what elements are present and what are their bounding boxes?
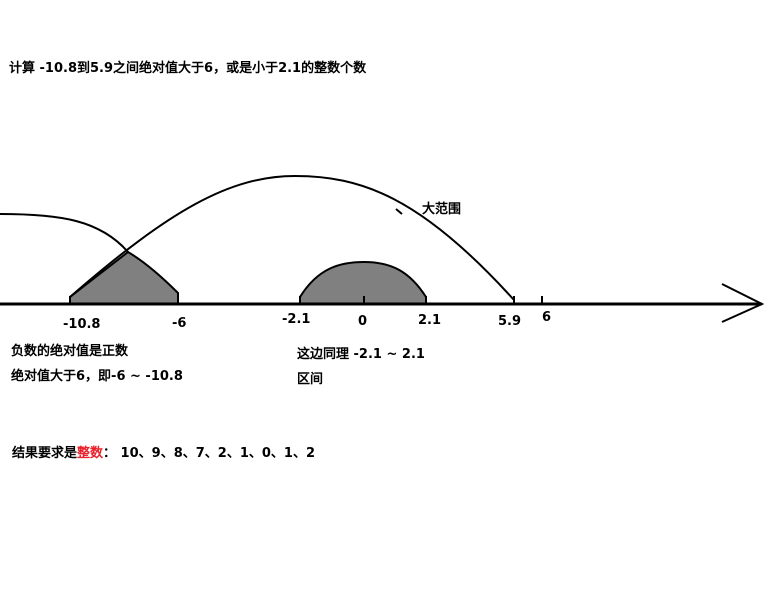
shaded-region-left <box>69 250 179 305</box>
tick-label-5-9: 5.9 <box>498 314 522 329</box>
tick-label-6: 6 <box>542 310 552 325</box>
result-line: 结果要求是整数： 10、9、8、7、2、1、0、1、2 <box>12 446 315 462</box>
left-curve <box>0 213 129 253</box>
large-range-label: 大范围 <box>422 202 462 217</box>
result-highlight: 整数 <box>77 446 104 461</box>
result-prefix: 结果要求是 <box>12 446 78 461</box>
note-middle-line1: 这边同理 -2.1 ~ 2.1 <box>297 347 425 362</box>
axis-arrowhead <box>721 283 765 323</box>
note-left-line2: 绝对值大于6，即-6 ~ -10.8 <box>11 369 183 384</box>
tick-label-neg10-8: -10.8 <box>63 317 101 332</box>
large-range-arc <box>69 174 515 301</box>
tick-label-neg6: -6 <box>172 316 187 331</box>
note-left-line1: 负数的绝对值是正数 <box>11 344 129 359</box>
result-values: ： 10、9、8、7、2、1、0、1、2 <box>103 446 316 461</box>
tick-label-zero: 0 <box>358 314 368 329</box>
shaded-region-middle <box>299 260 427 305</box>
tick-label-neg2-1: -2.1 <box>282 312 311 327</box>
arc-pointer <box>395 208 403 215</box>
problem-statement: 计算 -10.8到5.9之间绝对值大于6，或是小于2.1的整数个数 <box>9 61 367 76</box>
tick-label-2-1: 2.1 <box>418 313 442 328</box>
note-middle-line2: 区间 <box>297 372 324 387</box>
